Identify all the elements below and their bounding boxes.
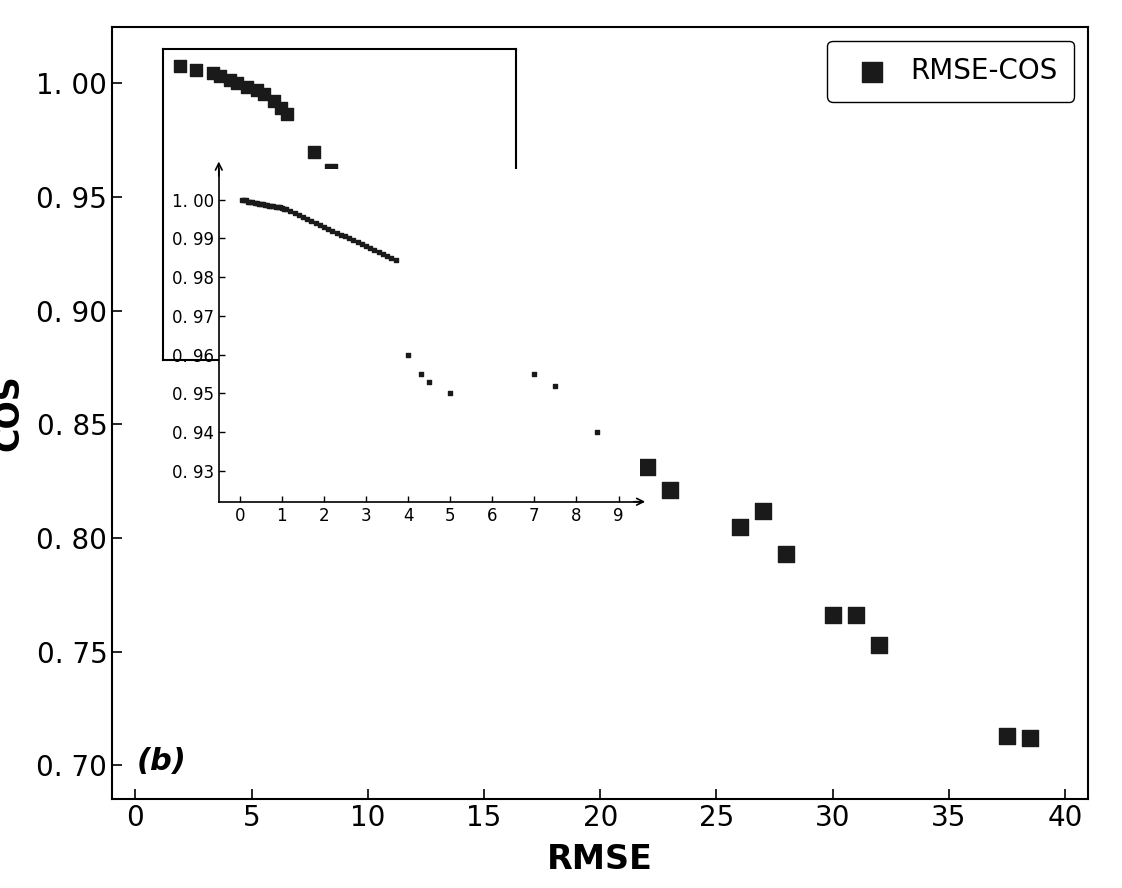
Point bbox=[440, 283, 458, 297]
Point bbox=[270, 201, 288, 215]
Point bbox=[233, 193, 251, 207]
Point bbox=[239, 194, 257, 209]
Point bbox=[236, 193, 254, 207]
Point bbox=[340, 231, 358, 245]
Point bbox=[278, 107, 296, 122]
Point bbox=[441, 386, 459, 400]
Point bbox=[311, 218, 329, 232]
Point bbox=[221, 73, 239, 87]
Point bbox=[275, 202, 293, 216]
Point bbox=[265, 199, 283, 213]
RMSE-COS bbox=[1021, 731, 1039, 745]
Point bbox=[423, 266, 441, 281]
Point bbox=[323, 224, 341, 238]
Point bbox=[251, 196, 269, 210]
Point bbox=[277, 202, 295, 216]
Point bbox=[315, 219, 333, 234]
RMSE-COS bbox=[522, 362, 540, 377]
Point bbox=[258, 198, 276, 212]
Point bbox=[260, 198, 278, 212]
Point bbox=[294, 210, 312, 225]
Point bbox=[328, 226, 346, 240]
Point bbox=[246, 195, 264, 210]
Point bbox=[386, 252, 405, 266]
Point bbox=[298, 212, 316, 226]
Point bbox=[285, 206, 303, 220]
Point bbox=[361, 241, 379, 255]
Point bbox=[250, 196, 268, 210]
Point bbox=[255, 87, 273, 101]
X-axis label: RMSE: RMSE bbox=[548, 844, 653, 876]
RMSE-COS bbox=[730, 519, 748, 534]
RMSE-COS bbox=[568, 358, 586, 372]
Point bbox=[399, 347, 417, 361]
Point bbox=[412, 367, 430, 381]
Point bbox=[457, 307, 475, 321]
Point bbox=[322, 163, 340, 177]
Point bbox=[237, 193, 255, 207]
Point bbox=[352, 237, 370, 251]
Legend: RMSE-COS: RMSE-COS bbox=[827, 41, 1075, 102]
Point bbox=[357, 239, 375, 253]
Point bbox=[306, 216, 324, 230]
Point bbox=[525, 367, 543, 381]
RMSE-COS bbox=[754, 503, 772, 518]
Point bbox=[356, 197, 374, 211]
Point bbox=[473, 329, 491, 343]
Point bbox=[337, 229, 355, 243]
Point bbox=[248, 83, 266, 98]
Point bbox=[546, 378, 564, 392]
Point bbox=[265, 93, 283, 107]
RMSE-COS bbox=[405, 269, 423, 283]
Point bbox=[272, 100, 289, 115]
Point bbox=[366, 243, 384, 258]
RMSE-COS bbox=[637, 460, 655, 474]
Y-axis label: COS: COS bbox=[0, 375, 25, 451]
Point bbox=[421, 375, 439, 389]
Point bbox=[228, 76, 246, 91]
Point bbox=[374, 247, 392, 261]
Point bbox=[589, 425, 607, 440]
Point bbox=[248, 196, 266, 210]
RMSE-COS bbox=[778, 547, 795, 561]
Point bbox=[389, 232, 407, 246]
Point bbox=[373, 214, 390, 228]
Point bbox=[241, 194, 259, 209]
RMSE-COS bbox=[545, 333, 563, 347]
RMSE-COS bbox=[871, 638, 889, 652]
Point bbox=[282, 204, 300, 218]
Point bbox=[406, 249, 424, 263]
Point bbox=[254, 197, 272, 211]
Point bbox=[171, 59, 188, 73]
Point bbox=[267, 200, 285, 214]
Point bbox=[238, 80, 256, 94]
RMSE-COS bbox=[417, 279, 435, 293]
Text: (b): (b) bbox=[137, 747, 186, 776]
Point bbox=[243, 195, 261, 210]
Point bbox=[320, 222, 338, 236]
Point bbox=[289, 208, 307, 222]
Point bbox=[339, 180, 357, 194]
RMSE-COS bbox=[847, 608, 865, 622]
Point bbox=[263, 199, 280, 213]
Point bbox=[303, 214, 321, 228]
Point bbox=[187, 62, 205, 76]
Point bbox=[204, 66, 222, 80]
Point bbox=[269, 200, 287, 214]
Point bbox=[332, 227, 350, 242]
Point bbox=[344, 234, 362, 248]
RMSE-COS bbox=[997, 728, 1015, 742]
Point bbox=[370, 245, 388, 259]
Point bbox=[211, 69, 229, 83]
Point bbox=[383, 250, 401, 265]
Point bbox=[256, 198, 274, 212]
Point bbox=[378, 249, 396, 263]
Point bbox=[305, 146, 323, 160]
Point bbox=[349, 235, 367, 250]
RMSE-COS bbox=[824, 608, 842, 622]
RMSE-COS bbox=[661, 483, 679, 497]
Point bbox=[273, 201, 291, 215]
